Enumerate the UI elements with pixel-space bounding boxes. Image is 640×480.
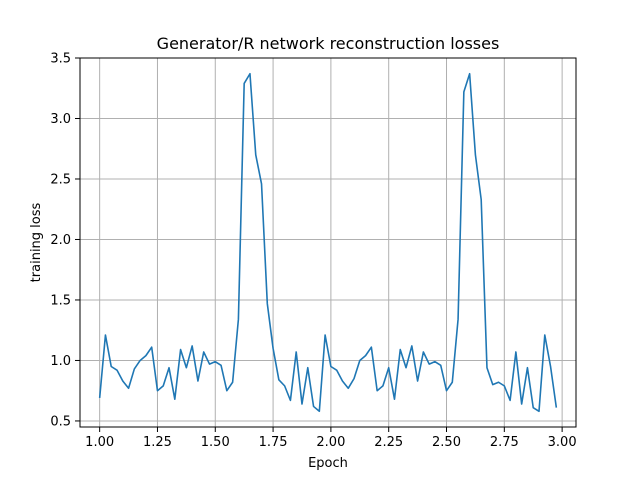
y-tick-label: 2.0	[50, 233, 71, 248]
y-tick-label: 1.5	[50, 293, 71, 308]
y-tick-label: 3.5	[50, 52, 71, 67]
y-tick-label: 1.0	[50, 354, 71, 369]
y-tick-label: 0.5	[50, 414, 71, 429]
x-tick-label: 1.00	[85, 435, 114, 450]
x-tick-label: 1.50	[201, 435, 230, 450]
x-tick-label: 2.50	[432, 435, 461, 450]
x-axis-label: Epoch	[308, 456, 348, 471]
plot-frame	[79, 57, 577, 428]
x-tick-label: 1.25	[143, 435, 172, 450]
x-tick-label: 2.75	[490, 435, 519, 450]
y-axis-ticks: 0.5 1.0 1.5 2.0 2.5 3.0 3.5	[50, 52, 80, 429]
series-group	[98, 72, 558, 413]
y-tick-label: 2.5	[50, 172, 71, 187]
x-tick-label: 1.75	[259, 435, 288, 450]
y-tick-label: 3.0	[50, 112, 71, 127]
x-tick-label: 2.00	[316, 435, 345, 450]
x-tick-label: 3.00	[548, 435, 577, 450]
y-axis-label: training loss	[29, 202, 44, 282]
series-line	[98, 72, 558, 413]
x-tick-label: 2.25	[374, 435, 403, 450]
chart-title: Generator/R network reconstruction losse…	[157, 34, 500, 53]
x-axis-ticks: 1.00 1.25 1.50 1.75 2.00 2.25 2.50 2.75 3.00	[85, 427, 577, 450]
grid	[80, 57, 576, 427]
